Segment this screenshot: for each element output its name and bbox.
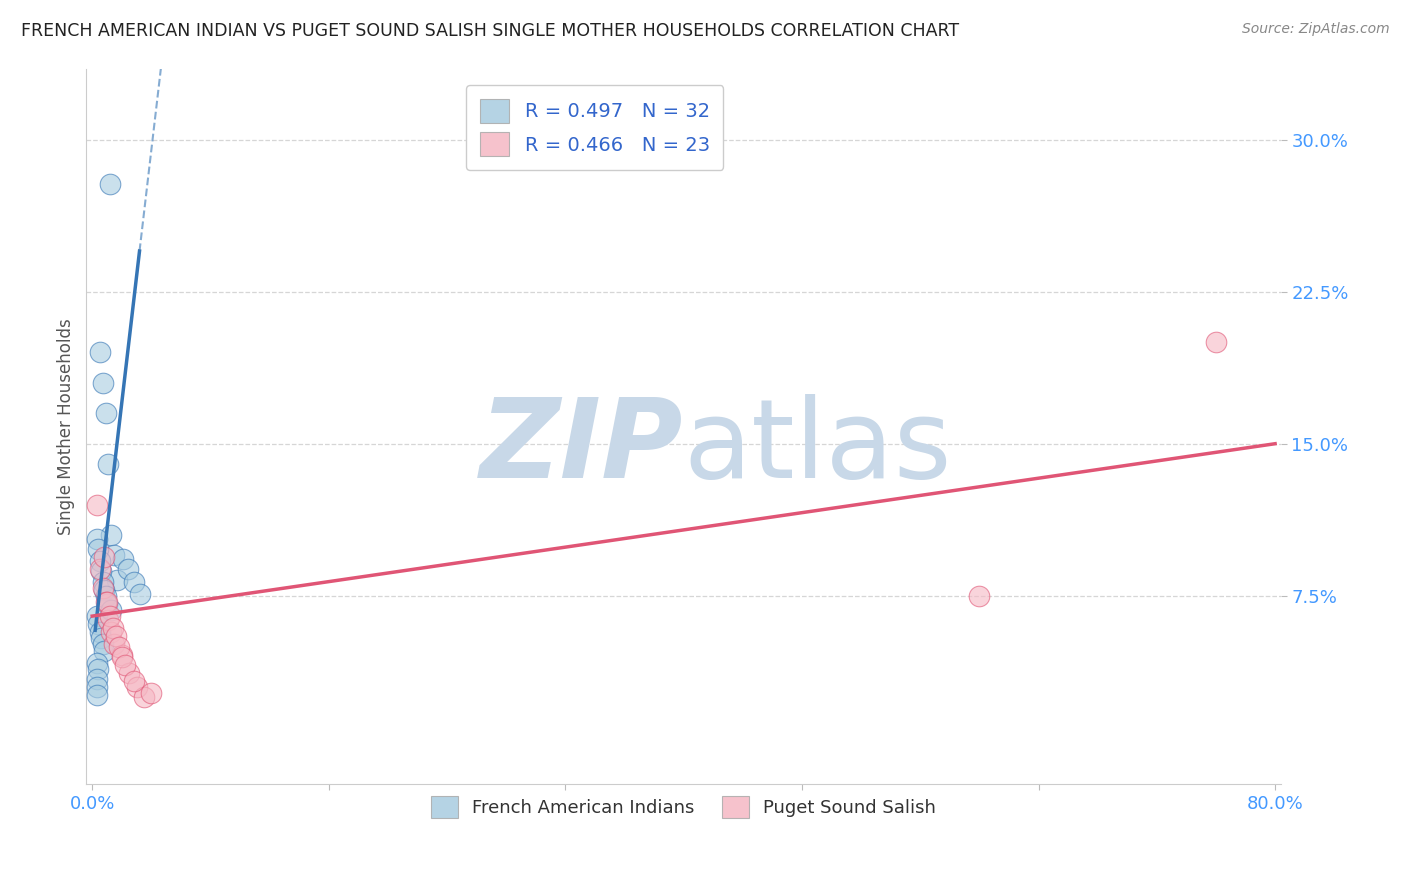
Point xyxy=(93,643,115,657)
Point xyxy=(122,673,145,688)
Point xyxy=(1205,335,1227,350)
Point xyxy=(87,617,110,632)
Point xyxy=(125,680,148,694)
Point xyxy=(118,665,141,680)
Point xyxy=(86,532,108,546)
Point xyxy=(94,595,117,609)
Point xyxy=(86,498,108,512)
Point xyxy=(117,562,139,576)
Text: Source: ZipAtlas.com: Source: ZipAtlas.com xyxy=(1241,22,1389,37)
Point xyxy=(98,177,121,191)
Point xyxy=(111,649,134,664)
Point xyxy=(128,587,150,601)
Point xyxy=(96,597,118,611)
Point xyxy=(89,562,111,576)
Point xyxy=(89,345,111,359)
Point xyxy=(86,672,108,686)
Point xyxy=(122,574,145,589)
Point xyxy=(105,573,128,587)
Point xyxy=(86,609,108,624)
Point xyxy=(103,638,125,652)
Point xyxy=(91,574,114,589)
Point xyxy=(112,552,135,566)
Point xyxy=(96,595,118,609)
Point xyxy=(101,621,124,635)
Point xyxy=(89,625,111,640)
Point xyxy=(90,565,112,579)
Point xyxy=(111,648,134,662)
Point xyxy=(87,662,110,676)
Point xyxy=(100,603,122,617)
Text: atlas: atlas xyxy=(683,394,952,501)
Point xyxy=(87,542,110,557)
Point xyxy=(141,686,163,700)
Point xyxy=(94,406,117,420)
Point xyxy=(114,657,136,672)
Point xyxy=(100,625,122,640)
Point xyxy=(86,656,108,670)
Point xyxy=(86,688,108,702)
Text: ZIP: ZIP xyxy=(481,394,683,501)
Point xyxy=(91,376,114,390)
Point xyxy=(132,690,155,705)
Point xyxy=(104,629,127,643)
Point xyxy=(98,609,121,624)
Text: FRENCH AMERICAN INDIAN VS PUGET SOUND SALISH SINGLE MOTHER HOUSEHOLDS CORRELATIO: FRENCH AMERICAN INDIAN VS PUGET SOUND SA… xyxy=(21,22,959,40)
Point xyxy=(97,613,120,627)
Point xyxy=(93,582,115,597)
Point xyxy=(91,638,114,652)
Point xyxy=(89,554,111,568)
Legend: French American Indians, Puget Sound Salish: French American Indians, Puget Sound Sal… xyxy=(423,789,943,825)
Point xyxy=(97,457,120,471)
Point xyxy=(969,589,991,603)
Y-axis label: Single Mother Households: Single Mother Households xyxy=(58,318,75,535)
Point xyxy=(94,589,117,603)
Point xyxy=(103,548,125,562)
Point xyxy=(108,640,131,654)
Point xyxy=(86,680,108,694)
Point xyxy=(100,528,122,542)
Point xyxy=(93,550,115,565)
Point xyxy=(90,632,112,646)
Point xyxy=(91,581,114,595)
